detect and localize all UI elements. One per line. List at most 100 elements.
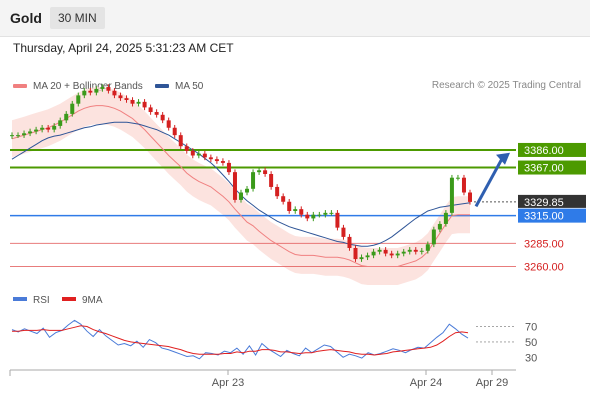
candle-body [389,253,394,256]
candle-body [413,249,418,252]
rsi-legend-label: RSI [33,295,50,306]
legend-ma50: MA 50 [155,80,203,94]
pivot-label: 3315.00 [524,211,564,223]
candle-body [178,135,183,147]
candle-body [142,101,147,108]
last-price-label: 3329.85 [524,197,564,209]
candle-body [214,159,219,162]
pivot-label-box [518,208,586,223]
candle-body [58,120,63,126]
research-credit: Research © 2025 Trading Central [431,80,581,91]
ma20-line [11,105,470,267]
time-axis-label: Apr 24 [410,377,442,389]
candle-body [449,177,454,213]
candle-body [299,209,304,215]
timeframe-selector[interactable]: 30 MIN [50,7,105,29]
candle-body [468,192,472,202]
ma20-swatch [13,84,27,89]
candle-body [16,135,21,137]
candle-body [112,90,117,96]
legend-ma20: MA 20 + Bollinger Bands [13,80,143,94]
candle-body [94,88,99,93]
resistance-label: 3386.00 [524,145,564,157]
candle-body [208,157,213,160]
candle-body [437,223,442,230]
rsi-ma-legend-swatch [62,297,76,301]
candle-body [40,127,45,130]
rsi-tick-label: 30 [525,352,537,364]
rsi-ma-line [12,325,469,356]
candle-body [226,162,231,173]
candle-body [232,172,237,200]
candle-body [88,90,93,93]
candle-body [82,90,87,96]
candle-body [353,248,358,260]
candle-body [154,112,159,115]
legend-ma20-label: MA 20 + Bollinger Bands [33,81,143,92]
candle-body [46,127,51,130]
resistance-label: 3367.00 [524,163,564,175]
last-price-label-box [518,194,586,208]
candle-body [202,153,207,158]
candle-body [287,201,292,211]
candle-body [395,253,400,256]
rsi-legend-swatch [13,297,27,301]
ma50-swatch [155,84,169,89]
resistance-label-box [518,142,586,157]
candle-body [22,133,27,136]
title-bar: Gold 30 MIN [0,0,590,37]
resistance-label-box [518,160,586,175]
bollinger-band [12,87,470,285]
candle-body [64,113,69,121]
rsi-line [11,319,469,360]
candle-body [76,95,81,104]
chart-timestamp: Thursday, April 24, 2025 5:31:23 AM CET [13,41,234,55]
candle-body [335,212,340,228]
candle-body [118,95,123,99]
candle-body [124,98,129,100]
candle-body [196,153,201,156]
legend-ma50-label: MA 50 [175,81,204,92]
candle-body [28,131,33,134]
candle-body [425,244,430,251]
candle-body [148,107,153,113]
rsi-tick-label: 70 [525,322,537,334]
candle-body [220,161,225,163]
candle-body [443,212,448,224]
candle-body [34,129,39,132]
candle-body [172,127,177,136]
candle-body [184,146,189,151]
candle-body [365,255,370,258]
candle-body [371,251,376,256]
candle-body [52,125,57,130]
forecast-arrowhead [496,152,510,165]
candle-body [70,103,75,114]
candle-body [293,209,298,211]
candle-body [251,172,256,189]
candle-body [245,188,250,193]
candle-body [317,214,322,216]
candle-body [190,150,195,156]
candle-body [407,249,412,252]
candle-body [263,170,268,174]
candle-body [359,257,364,260]
candle-body [166,120,171,128]
candle-body [461,177,466,193]
candle-body [377,249,382,252]
candle-body [341,227,346,237]
candle-body [401,251,406,254]
candle-body [136,101,141,104]
support-label: 3260.00 [524,262,564,274]
candle-body [329,212,334,214]
candle-body [239,192,243,200]
forecast-arrow [474,158,504,208]
candle-body [160,114,165,121]
candle-body [281,196,286,202]
candle-body [431,229,436,245]
candle-body [419,250,424,252]
candle-body [311,214,316,219]
candle-body [10,135,14,137]
candle-body [100,87,105,89]
candle-body [275,186,280,197]
